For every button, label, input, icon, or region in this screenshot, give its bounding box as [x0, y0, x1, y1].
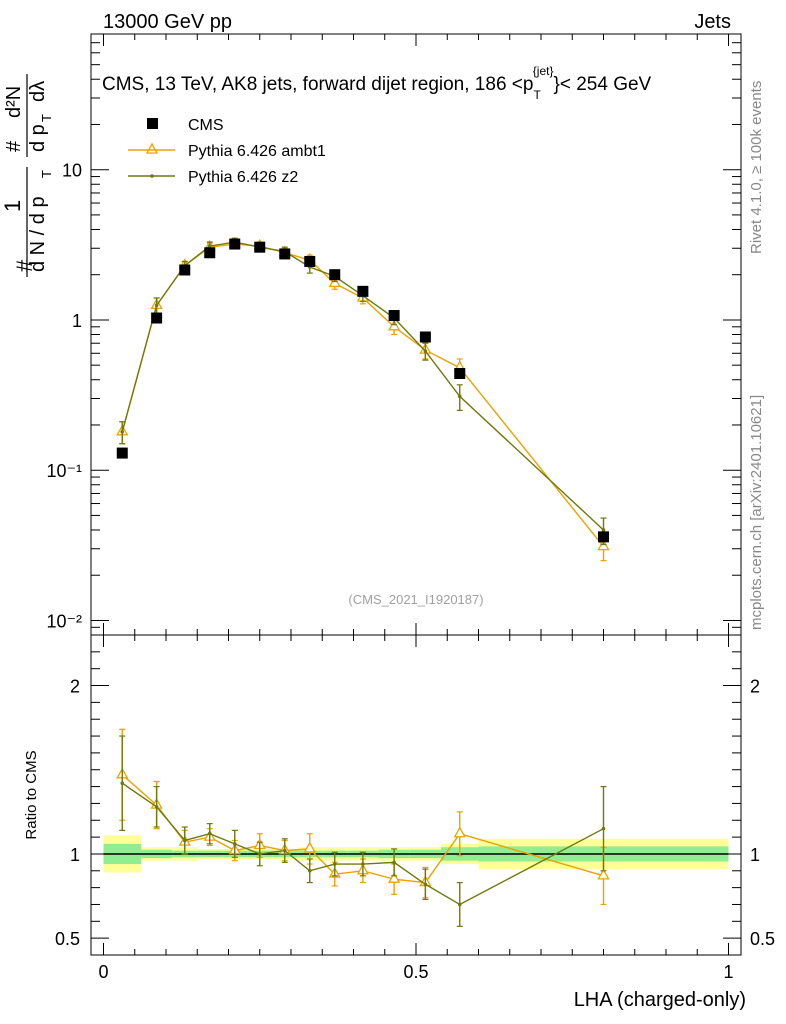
cms-data-point	[204, 247, 216, 259]
main-z2-point	[154, 303, 159, 308]
legend-cms-label: CMS	[188, 117, 224, 134]
ratio-uncertainty-bands	[103, 835, 729, 873]
ratio-z2-point	[332, 862, 337, 866]
ylabel-dN: d N / d p	[27, 196, 49, 272]
ratio-z2-point	[423, 882, 428, 887]
ylabel-hash1: #	[12, 259, 37, 272]
cms-data-point	[254, 241, 266, 253]
x-tick-label: 0	[98, 962, 108, 982]
cms-data-point	[419, 331, 431, 343]
ratio-z2-point	[154, 804, 159, 809]
ratio-z2-point	[601, 826, 606, 831]
ratio-z2-point	[182, 838, 187, 843]
cms-data-point	[116, 447, 128, 459]
legend-z2-marker	[150, 174, 154, 178]
main-z2-line	[121, 241, 604, 531]
ratio-y-tick-label-right: 0.5	[750, 929, 775, 949]
ratio-z2-point	[392, 860, 396, 865]
legend-z2-label: Pythia 6.426 z2	[188, 169, 298, 186]
plot-title-sup: {jet}	[533, 64, 554, 78]
ratio-z2-point	[120, 781, 125, 786]
y-axis-label-ratio: Ratio to CMS	[23, 750, 40, 839]
ratio-z2-point	[457, 902, 462, 907]
main-z2-point	[601, 528, 606, 532]
main-z2-point	[457, 394, 462, 399]
plot-title-tail: }< 254 GeV	[554, 74, 652, 95]
ylabel-T2: T	[39, 114, 54, 122]
ylabel-dp: d p	[27, 124, 49, 152]
ylabel-dlambda: dλ	[27, 81, 49, 102]
ratio-y-tick-label: 2	[70, 677, 80, 697]
plot-title-sub: T	[533, 88, 541, 102]
ylabel-T1: T	[39, 170, 54, 178]
legend-ambt1-marker	[145, 142, 159, 154]
rivet-version-label: Rivet 4.1.0, ≥ 100k events	[748, 81, 765, 254]
header-jets: Jets	[694, 11, 731, 33]
y-tick-label: 10	[62, 161, 82, 181]
legend-cms-marker	[147, 118, 158, 129]
main-z2-point	[207, 244, 212, 248]
plot-title-main: CMS, 13 TeV, AK8 jets, forward dijet reg…	[102, 74, 533, 95]
y-axis-label-main: # 1 d N / d p T # d²N d p T dλ	[0, 74, 54, 277]
ratio-y-tick-label-right: 2	[750, 677, 760, 697]
analysis-watermark: (CMS_2021_I1920187)	[348, 592, 483, 607]
ratio-y-tick-label: 1	[70, 845, 80, 865]
y-tick-label: 10⁻¹	[46, 461, 82, 481]
ratio-z2-point	[207, 831, 212, 836]
y-tick-label: 1	[72, 311, 82, 331]
ratio-plot-frame	[90, 634, 742, 956]
cms-data-point	[151, 312, 163, 324]
ylabel-hash2: #	[3, 140, 25, 152]
ratio-ambt1-point	[388, 871, 401, 883]
axes: 0 0.5 1 10⁻² 10⁻¹ 1 10 0.5 0.5 1 1 2 2	[46, 33, 775, 982]
ratio-ambt1-line	[121, 774, 604, 884]
ratio-ambt1-point	[303, 841, 316, 853]
y-tick-label: 10⁻²	[46, 611, 82, 631]
ratio-z2-point	[282, 848, 287, 853]
cms-data-point	[388, 310, 400, 322]
main-ambt1-point	[388, 319, 401, 331]
ratio-z2-point	[361, 862, 365, 866]
cms-data-point	[598, 531, 609, 543]
ratio-ambt1-point	[453, 826, 466, 838]
main-z2-point	[120, 430, 125, 434]
header-energy: 13000 GeV pp	[103, 11, 232, 33]
ratio-z2-line	[121, 782, 604, 906]
legend: CMS Pythia 6.426 ambt1 Pythia 6.426 z2	[128, 117, 326, 186]
ratio-z2-point	[232, 842, 237, 846]
ylabel-one: 1	[0, 200, 25, 212]
cms-data-point	[329, 269, 341, 281]
cms-data-point	[229, 238, 241, 250]
x-tick-label: 1	[723, 962, 733, 982]
plot-title: CMS, 13 TeV, AK8 jets, forward dijet reg…	[102, 64, 652, 102]
ylabel-d2N: d²N	[3, 86, 25, 118]
main-z2-point	[423, 349, 428, 353]
mcplots-label: mcplots.cern.ch [arXiv:2401.10621]	[748, 395, 765, 630]
cms-data-point	[357, 285, 369, 297]
ratio-y-tick-label-right: 1	[750, 845, 760, 865]
cms-data-point	[279, 248, 291, 260]
cms-data-point	[179, 264, 191, 276]
ratio-z2-point	[257, 852, 262, 856]
legend-ambt1-label: Pythia 6.426 ambt1	[188, 143, 326, 160]
data-marks	[116, 236, 610, 927]
ratio-z2-point	[307, 868, 312, 873]
ratio-ambt1-point	[597, 868, 610, 880]
cms-data-point	[454, 368, 466, 380]
x-axis-label: LHA (charged-only)	[574, 989, 746, 1011]
ratio-y-tick-label: 0.5	[55, 929, 80, 949]
x-tick-label: 0.5	[403, 962, 428, 982]
cms-data-point	[304, 255, 316, 267]
